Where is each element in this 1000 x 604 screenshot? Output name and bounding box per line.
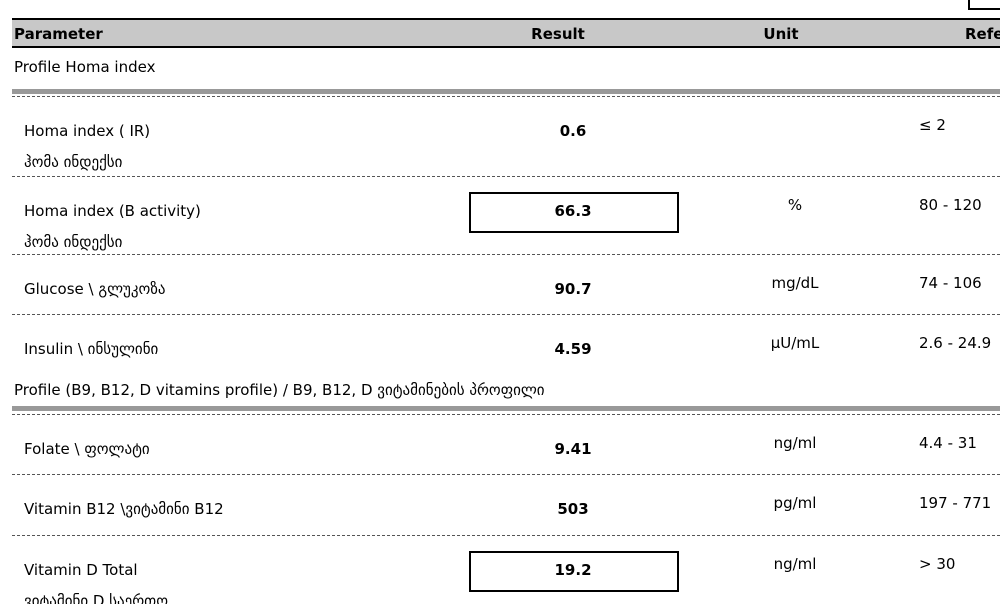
- parameter: Insulin \ ინსულინი: [24, 340, 159, 358]
- column-header: Parameter: [14, 25, 103, 43]
- section-rule: [12, 406, 1000, 411]
- parameter-ka: ჰომა ინდექსი: [24, 233, 123, 251]
- result: 503: [557, 500, 589, 518]
- parameter: Vitamin B12 \ვიტამინი B12: [24, 500, 224, 518]
- reference: > 30: [919, 555, 956, 573]
- result: 66.3: [554, 202, 592, 220]
- row-separator: [12, 414, 1000, 415]
- reference: 80 - 120: [919, 196, 982, 214]
- section-title: Profile Homa index: [14, 58, 156, 76]
- section-rule: [12, 89, 1000, 94]
- row-separator: [12, 535, 1000, 536]
- unit: mg/dL: [771, 274, 819, 292]
- row-separator: [12, 176, 1000, 177]
- unit: %: [787, 196, 803, 214]
- parameter: Glucose \ გლუკოზა: [24, 280, 166, 298]
- reference: 2.6 - 24.9: [919, 334, 992, 352]
- reference: 4.4 - 31: [919, 434, 977, 452]
- parameter-ka: ჰომა ინდექსი: [24, 153, 123, 171]
- unit: μU/mL: [770, 334, 820, 352]
- parameter-ka: ვიტამინი D საერთო: [24, 592, 168, 604]
- flag-box: [469, 551, 679, 592]
- parameter: Vitamin D Total: [24, 561, 138, 579]
- unit: ng/ml: [773, 555, 817, 573]
- result: 0.6: [559, 122, 587, 140]
- unit: ng/ml: [773, 434, 817, 452]
- reference: ≤ 2: [919, 116, 946, 134]
- result: 19.2: [554, 561, 592, 579]
- column-header: Unit: [763, 25, 799, 43]
- reference: 197 - 771: [919, 494, 992, 512]
- row-separator: [12, 254, 1000, 255]
- row-separator: [12, 96, 1000, 97]
- corner-box: [968, 0, 1000, 10]
- unit: pg/ml: [773, 494, 817, 512]
- parameter: Homa index (B activity): [24, 202, 201, 220]
- result: 9.41: [554, 440, 592, 458]
- column-header: Refe: [965, 25, 1000, 43]
- result: 90.7: [554, 280, 592, 298]
- parameter: Folate \ ფოლატი: [24, 440, 150, 458]
- row-separator: [12, 314, 1000, 315]
- flag-box: [469, 192, 679, 233]
- reference: 74 - 106: [919, 274, 982, 292]
- parameter: Homa index ( IR): [24, 122, 151, 140]
- header-bar: [12, 18, 1000, 48]
- section-title: Profile (B9, B12, D vitamins profile) / …: [14, 381, 545, 399]
- result: 4.59: [554, 340, 592, 358]
- column-header: Result: [531, 25, 585, 43]
- row-separator: [12, 474, 1000, 475]
